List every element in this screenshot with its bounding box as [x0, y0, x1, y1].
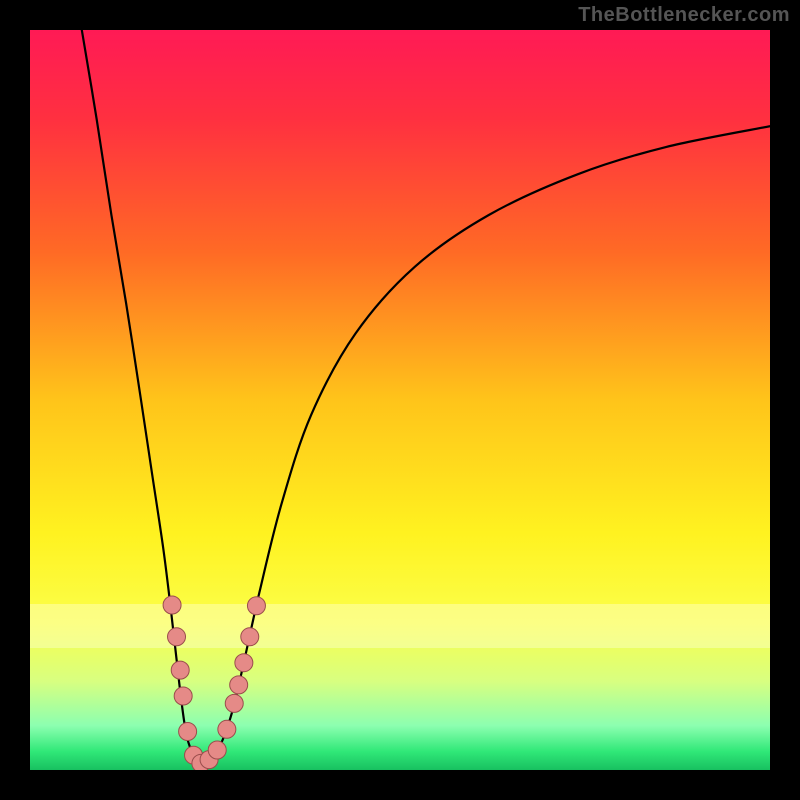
- data-marker: [225, 694, 243, 712]
- watermark-text: TheBottlenecker.com: [578, 4, 790, 27]
- curve-left-branch: [82, 30, 202, 764]
- data-marker: [241, 628, 259, 646]
- chart-canvas: TheBottlenecker.com: [0, 0, 800, 800]
- data-marker: [179, 723, 197, 741]
- data-marker: [168, 628, 186, 646]
- plot-area: [30, 30, 770, 770]
- data-marker: [171, 661, 189, 679]
- chart-overlay-svg: [30, 30, 770, 770]
- data-marker: [235, 654, 253, 672]
- data-marker: [247, 597, 265, 615]
- data-marker: [218, 720, 236, 738]
- data-marker: [163, 596, 181, 614]
- data-marker: [208, 741, 226, 759]
- data-marker: [230, 676, 248, 694]
- curve-right-branch: [202, 126, 770, 764]
- data-marker: [174, 687, 192, 705]
